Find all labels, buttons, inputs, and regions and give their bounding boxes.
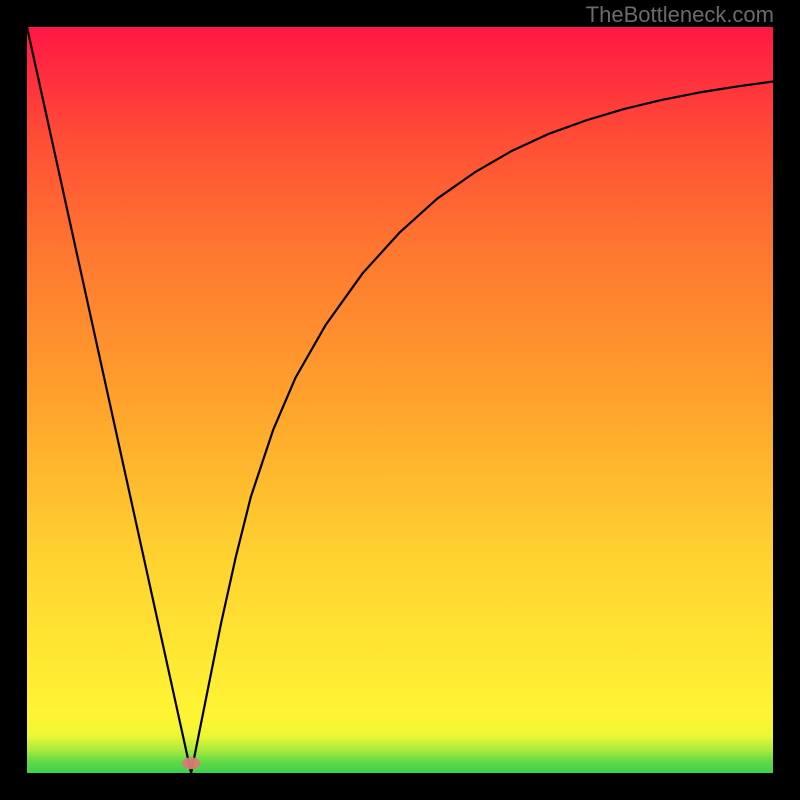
chart-container: TheBottleneck.com	[0, 0, 800, 800]
bottleneck-curve	[27, 27, 773, 773]
plot-area	[27, 27, 773, 773]
minimum-marker	[182, 757, 200, 769]
curve-layer	[27, 27, 773, 773]
watermark-text: TheBottleneck.com	[586, 2, 774, 28]
